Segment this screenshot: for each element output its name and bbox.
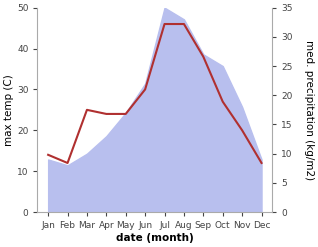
Y-axis label: max temp (C): max temp (C) xyxy=(4,74,14,146)
X-axis label: date (month): date (month) xyxy=(116,233,194,243)
Y-axis label: med. precipitation (kg/m2): med. precipitation (kg/m2) xyxy=(304,40,314,180)
